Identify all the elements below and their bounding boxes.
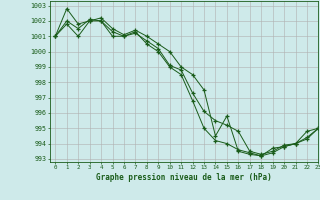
X-axis label: Graphe pression niveau de la mer (hPa): Graphe pression niveau de la mer (hPa) [96, 173, 272, 182]
